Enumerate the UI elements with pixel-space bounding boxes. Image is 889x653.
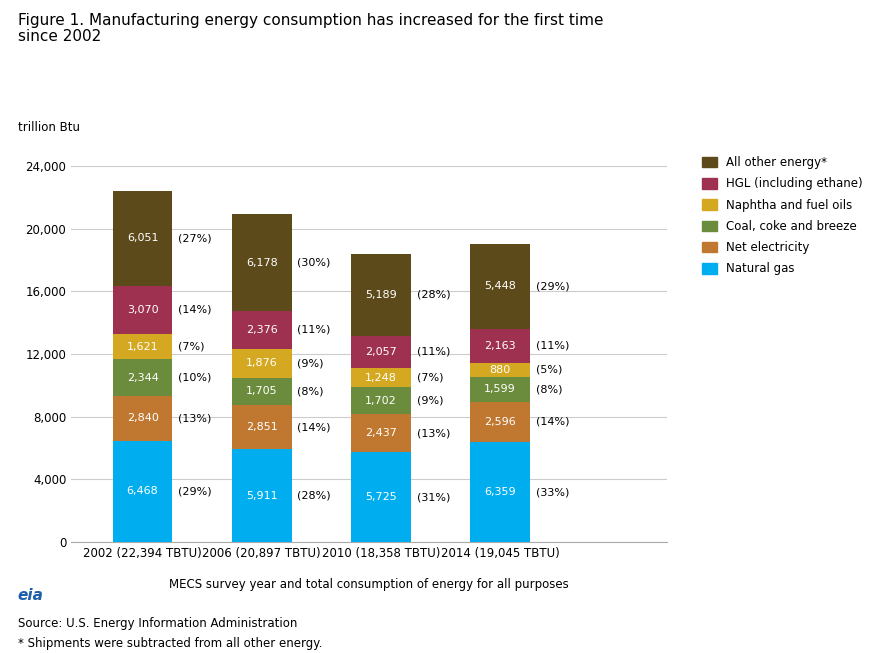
Text: (28%): (28%) bbox=[417, 290, 450, 300]
Text: 2,057: 2,057 bbox=[365, 347, 396, 357]
Text: MECS survey year and total consumption of energy for all purposes: MECS survey year and total consumption o… bbox=[169, 578, 569, 591]
Bar bbox=[232, 405, 292, 449]
Text: 6,178: 6,178 bbox=[246, 258, 277, 268]
Text: 1,621: 1,621 bbox=[127, 342, 158, 352]
Text: (7%): (7%) bbox=[417, 373, 443, 383]
Text: 6,051: 6,051 bbox=[127, 233, 158, 244]
Text: 1,599: 1,599 bbox=[485, 384, 516, 394]
Bar bbox=[351, 414, 411, 453]
Text: (14%): (14%) bbox=[536, 417, 569, 427]
Bar bbox=[470, 329, 530, 363]
Bar bbox=[351, 254, 411, 336]
Bar bbox=[232, 349, 292, 378]
Text: (11%): (11%) bbox=[536, 341, 569, 351]
Text: (10%): (10%) bbox=[179, 373, 212, 383]
Text: (8%): (8%) bbox=[298, 387, 324, 396]
Text: (13%): (13%) bbox=[179, 413, 212, 423]
Text: * Shipments were subtracted from all other energy.: * Shipments were subtracted from all oth… bbox=[18, 637, 322, 650]
Text: (33%): (33%) bbox=[536, 487, 569, 497]
Bar bbox=[470, 377, 530, 402]
Text: (14%): (14%) bbox=[179, 305, 212, 315]
Text: 5,448: 5,448 bbox=[484, 281, 516, 291]
Bar bbox=[113, 334, 172, 359]
Text: trillion Btu: trillion Btu bbox=[18, 121, 80, 134]
Text: 2,596: 2,596 bbox=[485, 417, 516, 427]
Bar bbox=[232, 449, 292, 542]
Text: (8%): (8%) bbox=[536, 384, 562, 394]
Bar bbox=[113, 359, 172, 396]
Text: 2,376: 2,376 bbox=[246, 325, 277, 335]
Bar bbox=[113, 441, 172, 542]
Bar bbox=[470, 442, 530, 542]
Bar bbox=[113, 191, 172, 286]
Bar bbox=[113, 396, 172, 441]
Bar bbox=[232, 378, 292, 405]
Text: (31%): (31%) bbox=[417, 492, 450, 502]
Text: (5%): (5%) bbox=[536, 364, 562, 375]
Text: 5,725: 5,725 bbox=[365, 492, 396, 502]
Text: 1,876: 1,876 bbox=[246, 358, 277, 368]
Bar bbox=[351, 387, 411, 414]
Text: 3,070: 3,070 bbox=[127, 305, 158, 315]
Text: (27%): (27%) bbox=[179, 233, 212, 244]
Text: (11%): (11%) bbox=[417, 347, 450, 357]
Bar bbox=[351, 368, 411, 387]
Text: 880: 880 bbox=[489, 364, 510, 375]
Text: (28%): (28%) bbox=[298, 490, 331, 501]
Text: (29%): (29%) bbox=[536, 281, 569, 291]
Text: (11%): (11%) bbox=[298, 325, 331, 335]
Text: Figure 1. Manufacturing energy consumption has increased for the first time: Figure 1. Manufacturing energy consumpti… bbox=[18, 13, 604, 28]
Text: 6,468: 6,468 bbox=[127, 486, 158, 496]
Text: 2,840: 2,840 bbox=[126, 413, 158, 423]
Text: (29%): (29%) bbox=[179, 486, 212, 496]
Text: 1,705: 1,705 bbox=[246, 387, 277, 396]
Text: 1,248: 1,248 bbox=[364, 373, 396, 383]
Text: 2,437: 2,437 bbox=[364, 428, 396, 438]
Bar bbox=[232, 311, 292, 349]
Text: 5,911: 5,911 bbox=[246, 490, 277, 501]
Text: 2,163: 2,163 bbox=[485, 341, 516, 351]
Bar bbox=[351, 336, 411, 368]
Text: since 2002: since 2002 bbox=[18, 29, 101, 44]
Bar bbox=[232, 214, 292, 311]
Legend: All other energy*, HGL (including ethane), Naphtha and fuel oils, Coal, coke and: All other energy*, HGL (including ethane… bbox=[702, 156, 862, 276]
Text: 5,189: 5,189 bbox=[365, 290, 396, 300]
Bar bbox=[470, 363, 530, 377]
Text: (14%): (14%) bbox=[298, 422, 331, 432]
Text: Source: U.S. Energy Information Administration: Source: U.S. Energy Information Administ… bbox=[18, 617, 297, 630]
Text: (13%): (13%) bbox=[417, 428, 450, 438]
Bar bbox=[470, 244, 530, 329]
Text: 6,359: 6,359 bbox=[485, 487, 516, 497]
Text: 2,344: 2,344 bbox=[126, 373, 158, 383]
Text: eia: eia bbox=[18, 588, 44, 603]
Text: (7%): (7%) bbox=[179, 342, 204, 352]
Text: 1,702: 1,702 bbox=[365, 396, 396, 406]
Text: (30%): (30%) bbox=[298, 258, 331, 268]
Bar bbox=[470, 402, 530, 442]
Text: (9%): (9%) bbox=[298, 358, 324, 368]
Bar bbox=[113, 286, 172, 334]
Text: 2,851: 2,851 bbox=[246, 422, 277, 432]
Bar bbox=[351, 453, 411, 542]
Text: (9%): (9%) bbox=[417, 396, 443, 406]
